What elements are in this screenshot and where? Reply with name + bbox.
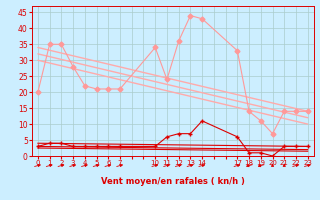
X-axis label: Vent moyen/en rafales ( kn/h ): Vent moyen/en rafales ( kn/h ) [101,177,245,186]
